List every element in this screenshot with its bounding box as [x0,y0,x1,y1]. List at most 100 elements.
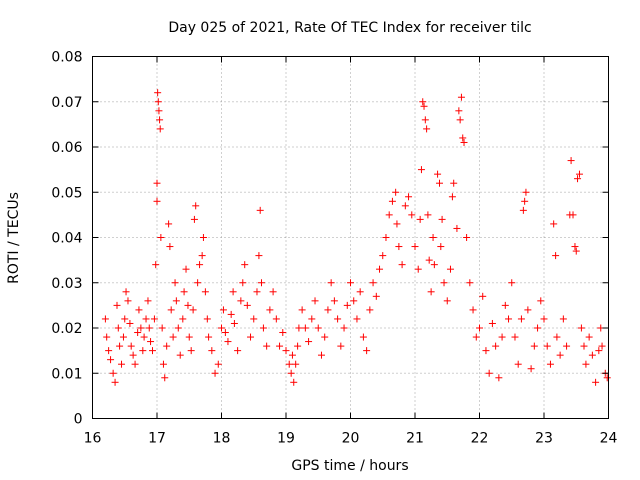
data-point [482,347,490,355]
data-point [113,301,121,309]
data-point [140,333,148,341]
data-point [250,315,258,323]
data-point [577,324,585,332]
data-point [259,324,267,332]
data-point [438,215,446,223]
data-point [298,306,306,314]
data-point [334,315,342,323]
data-point [450,179,458,187]
data-point [158,324,166,332]
data-point [198,252,206,260]
data-point [537,297,545,305]
x-tick-label: 19 [277,431,295,447]
data-point [218,324,225,332]
data-point [472,333,480,341]
axis-ticks [92,56,609,419]
data-point [572,247,580,255]
x-tick-label: 17 [148,431,166,447]
data-point [436,179,444,187]
data-point [187,347,195,355]
data-point [324,306,332,314]
data-point [107,356,115,364]
y-tick-labels: 0 0.01 0.02 0.03 0.04 0.05 0.06 0.07 0.08 [51,50,82,428]
data-point [350,297,358,305]
data-point [243,301,251,309]
data-point [126,319,134,327]
data-point [388,197,396,205]
data-point [184,301,192,309]
data-point [142,315,150,323]
data-point [229,288,237,296]
data-point [530,342,538,350]
data-point [127,342,135,350]
y-tick-label: 0.05 [51,185,82,201]
data-point [546,360,554,368]
data-point [203,315,211,323]
data-point [101,315,109,323]
data-point [469,306,477,314]
y-tick-label: 0.07 [51,95,82,111]
data-point [194,279,202,287]
data-point [429,234,437,241]
data-point [571,243,579,251]
data-point [227,310,235,318]
data-point [343,301,351,309]
data-point [385,211,393,219]
data-point [337,342,345,350]
data-point [446,265,454,273]
data-point [114,324,122,332]
data-point [155,107,163,115]
data-point [221,329,229,337]
data-point [157,234,165,241]
data-point [166,243,174,251]
data-point [424,211,432,219]
data-point [237,297,245,305]
data-point [214,360,222,368]
data-point [196,261,204,269]
data-point [376,265,384,273]
data-point [134,329,142,337]
data-point [330,297,338,305]
data-point [553,333,561,341]
data-point [321,333,329,341]
data-point [459,134,467,142]
data-point [190,215,198,223]
data-point [131,360,139,368]
y-tick-label: 0.06 [51,140,82,156]
data-point [118,360,126,368]
data-point [139,347,147,355]
data-point [393,220,401,228]
data-point [285,360,293,368]
data-point [165,220,173,228]
data-point [276,342,284,350]
data-point [189,306,197,314]
x-tick-label: 22 [471,431,489,447]
chart-title: Day 025 of 2021, Rate Of TEC Index for r… [168,20,531,36]
data-point [305,338,313,346]
data-point [154,89,162,97]
y-tick-label: 0.08 [51,50,82,66]
data-point [580,342,588,350]
data-point [121,315,129,323]
data-point [105,347,113,355]
grid-lines [92,56,609,419]
x-tick-labels: 16 17 18 19 20 21 22 23 24 [84,431,618,447]
data-point [185,333,193,341]
data-point [152,261,160,269]
x-axis-label: GPS time / hours [291,458,408,474]
data-point [498,333,506,341]
data-point [356,288,364,296]
data-point [392,188,400,196]
y-tick-label: 0.03 [51,276,82,292]
data-point [122,288,130,296]
data-point [230,319,238,327]
data-point [488,319,496,327]
x-tick-label: 23 [535,431,553,447]
data-point [347,279,354,287]
data-points [101,89,611,386]
data-point [294,342,302,350]
data-point [463,234,471,241]
data-point [144,297,152,305]
data-point [427,288,435,296]
